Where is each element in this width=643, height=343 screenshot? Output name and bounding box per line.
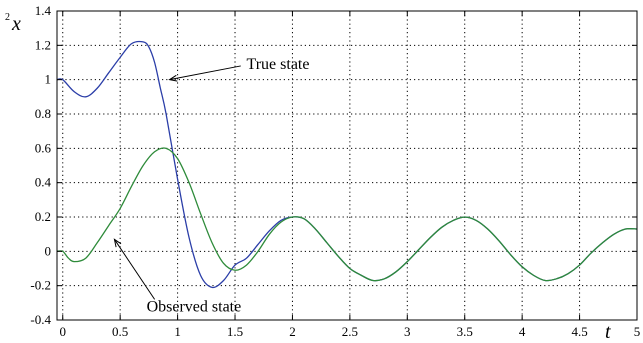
y-tick-label: -0.4: [30, 312, 51, 327]
annotation-arrow-line: [169, 65, 241, 81]
annotation-arrowhead: [168, 74, 178, 82]
y-tick-label: 1: [45, 72, 52, 87]
x-tick-label: 0.5: [112, 324, 128, 339]
plot-frame: [56, 10, 638, 321]
y-axis-label-superscript: 2: [5, 12, 10, 23]
x-tick-label: 2.5: [342, 324, 358, 339]
grid: [57, 11, 637, 320]
x-axis-label: t: [605, 321, 611, 343]
x-tick-label: 1: [174, 324, 181, 339]
annotations: True state Observed state: [113, 56, 310, 315]
x-tick-label: 2: [289, 324, 296, 339]
x-tick-label: 4: [519, 324, 526, 339]
x-tick-label: 1.5: [227, 324, 243, 339]
y-tick-label: 0.4: [35, 175, 52, 190]
y-axis-label: x: [11, 13, 21, 35]
x-tick-label: 0: [59, 324, 66, 339]
x-tick-label: 4.5: [571, 324, 587, 339]
observed-state-label: Observed state: [147, 298, 242, 315]
series-layer: [56, 40, 638, 289]
true-state-label: True state: [247, 56, 310, 73]
x-tick-label: 3.5: [457, 324, 473, 339]
x-tick-label: 5: [634, 324, 641, 339]
y-tick-label: 0.2: [35, 209, 51, 224]
y-tick-label: 1.4: [35, 3, 52, 18]
observed-state-line: [56, 147, 638, 282]
y-tick-label: 1.2: [35, 37, 51, 52]
y-tick-label: -0.2: [30, 278, 51, 293]
y-tick-label: 0.6: [35, 140, 52, 155]
ticks: 0 0.5 1 1.5 2 2.5 3 3.5 4 4.5 5 -0.4 -0.2 0 0.2 0.4 0.6 0…: [30, 3, 640, 339]
x-tick-label: 3: [404, 324, 411, 339]
annotation-arrowhead: [113, 238, 122, 248]
annotation-arrow-line: [114, 239, 156, 300]
y-tick-label: 0.8: [35, 106, 51, 121]
y-tick-label: 0: [45, 243, 52, 258]
